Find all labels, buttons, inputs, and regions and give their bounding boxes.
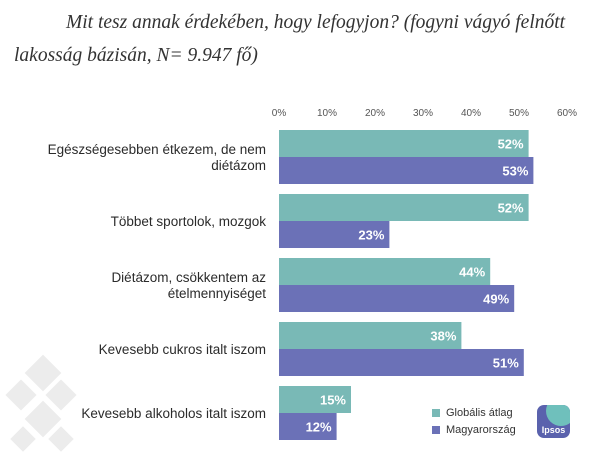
value-label-global: 52%	[498, 137, 524, 152]
category-label: Kevesebb alkoholos italt iszom	[81, 406, 266, 421]
bar-global	[279, 130, 529, 157]
category-label: Többet sportolok, mozgok	[111, 214, 267, 229]
bar-global	[279, 194, 529, 221]
x-tick-label: 0%	[272, 108, 287, 119]
chart-title: Mit tesz annak érdekében, hogy lefogyjon…	[14, 12, 566, 66]
x-tick-label: 10%	[317, 108, 337, 119]
category-label: Diétázom, csökkentem az ételmennyiséget	[111, 270, 266, 301]
value-label-hungary: 53%	[502, 164, 528, 179]
bar-hungary	[279, 413, 337, 440]
ipsos-logo: Ipsos	[537, 405, 570, 438]
value-label-hungary: 23%	[358, 228, 384, 243]
bar-hungary	[279, 285, 515, 312]
x-tick-label: 20%	[365, 108, 385, 119]
value-label-global: 52%	[498, 201, 524, 216]
value-label-hungary: 12%	[306, 420, 332, 435]
legend: Globális átlag Magyarország	[432, 404, 516, 438]
legend-label-global: Globális átlag	[446, 406, 513, 419]
legend-swatch-hungary	[432, 425, 440, 434]
x-tick-label: 40%	[461, 108, 481, 119]
value-label-hungary: 51%	[493, 356, 519, 371]
bar-global	[279, 258, 491, 285]
legend-swatch-global	[432, 408, 440, 417]
x-tick-label: 60%	[557, 108, 577, 119]
logo-arc-shape	[546, 405, 570, 426]
bar-global	[279, 386, 351, 413]
value-label-global: 38%	[430, 329, 456, 344]
value-label-global: 44%	[459, 265, 485, 280]
category-label: Kevesebb cukros italt iszom	[99, 342, 266, 357]
logo-text: Ipsos	[541, 425, 566, 435]
bar-hungary	[279, 157, 534, 184]
x-tick-label: 30%	[413, 108, 433, 119]
watermark-logo	[5, 354, 77, 452]
bar-global	[279, 322, 462, 349]
bar-hungary	[279, 349, 524, 376]
legend-item-global: Globális átlag	[432, 404, 516, 421]
value-label-global: 15%	[320, 393, 346, 408]
x-tick-label: 50%	[509, 108, 529, 119]
legend-item-hungary: Magyarország	[432, 421, 516, 438]
bar-hungary	[279, 221, 390, 248]
category-label: Egészségesebben étkezem, de nem diétázom	[48, 142, 266, 173]
value-label-hungary: 49%	[483, 292, 509, 307]
legend-label-hungary: Magyarország	[446, 423, 516, 436]
